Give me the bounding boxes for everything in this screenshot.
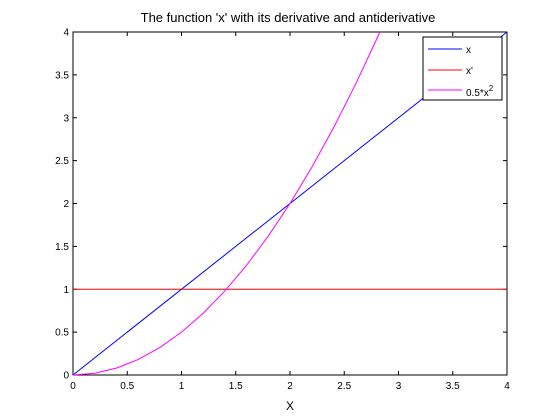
legend-entry-half-x-squared: 0.5*x2 [466, 84, 494, 99]
x-tick-label: 3 [396, 381, 402, 392]
legend-entry-half-x-squared-exponent: 2 [489, 84, 494, 93]
legend: x x' 0.5*x2 [422, 36, 503, 101]
x-tick-label: 1 [179, 381, 185, 392]
y-tick-label: 3.5 [55, 70, 69, 81]
x-tick-label: 2 [287, 381, 293, 392]
legend-entry-x: x [466, 45, 471, 56]
legend-entry-x-prime: x' [466, 66, 473, 77]
x-axis-label: X [286, 399, 294, 413]
y-tick-label: 2.5 [55, 156, 69, 167]
x-tick-label: 2.5 [337, 381, 351, 392]
x-tick-label: 3.5 [446, 381, 460, 392]
y-tick-label: 2 [63, 199, 69, 210]
legend-entry-half-x-squared-base: 0.5*x [466, 88, 489, 99]
x-tick-label: 1.5 [229, 381, 243, 392]
y-tick-label: 3 [63, 113, 69, 124]
chart-title: The function 'x' with its derivative and… [141, 10, 436, 25]
y-tick-label: 1 [63, 285, 69, 296]
x-tick-label: 0.5 [120, 381, 134, 392]
y-tick-label: 0.5 [55, 328, 69, 339]
x-tick-label: 4 [504, 381, 510, 392]
y-tick-label: 1.5 [55, 242, 69, 253]
series-line-half-x-squared [72, 31, 381, 376]
y-axis: 0 0.5 1 1.5 2 2.5 3 3.5 4 [55, 28, 507, 382]
y-tick-label: 0 [63, 371, 69, 382]
x-axis: 0 0.5 1 1.5 2 2.5 3 3.5 4 [70, 32, 510, 392]
y-tick-label: 4 [63, 28, 69, 39]
x-tick-label: 0 [70, 381, 76, 392]
